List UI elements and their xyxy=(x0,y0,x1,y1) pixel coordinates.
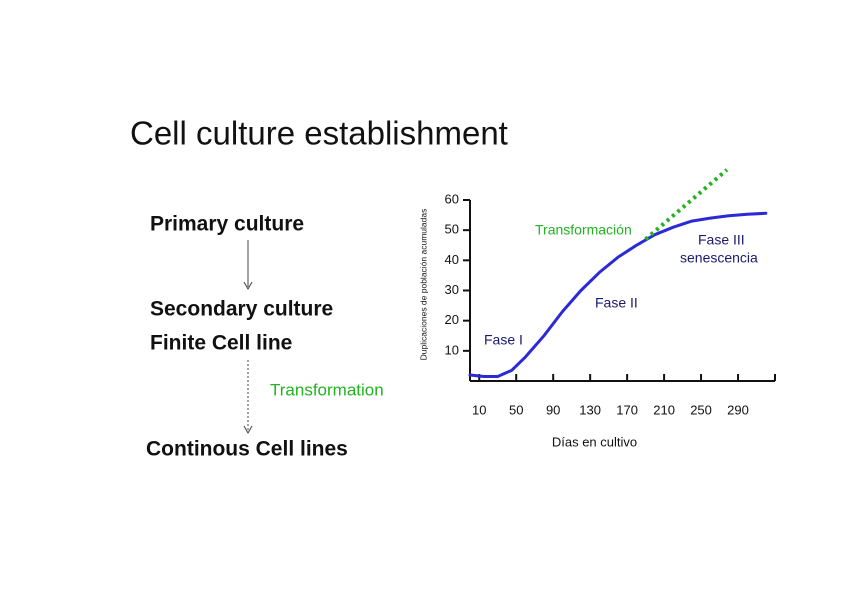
x-tick-label: 130 xyxy=(579,402,601,417)
y-tick-label: 60 xyxy=(445,191,459,206)
step: Secondary culture xyxy=(150,298,333,321)
annotation: Fase III xyxy=(698,232,745,248)
x-axis-label: Días en cultivo xyxy=(552,434,637,449)
x-tick-label: 50 xyxy=(509,402,523,417)
x-tick-label: 290 xyxy=(727,402,749,417)
arrow-head xyxy=(243,425,253,435)
x-tick-label: 210 xyxy=(653,402,675,417)
y-axis-label: Duplicaciones de población acumuladas xyxy=(418,209,428,361)
step: Primary culture xyxy=(150,213,304,236)
x-tick-label: 10 xyxy=(472,402,486,417)
transition-label: Transformation xyxy=(270,380,384,399)
annotation: Fase II xyxy=(595,295,638,311)
annotation: Fase I xyxy=(484,332,523,348)
step: Continous Cell lines xyxy=(146,438,348,461)
arrow-head xyxy=(243,281,253,291)
annotation: senescencia xyxy=(680,250,758,266)
growth-curve xyxy=(468,211,768,378)
y-tick-label: 40 xyxy=(445,252,459,267)
step: Finite Cell line xyxy=(150,332,292,355)
slide-title: Cell culture establishment xyxy=(130,115,508,152)
x-tick-label: 250 xyxy=(690,402,712,417)
y-tick-label: 30 xyxy=(445,282,459,297)
annotation: Transformación xyxy=(535,222,632,238)
x-tick-label: 90 xyxy=(546,402,560,417)
y-tick-label: 10 xyxy=(445,342,459,357)
chart: 10 20 30 40 50 60 10 50 90 130 170 210 250 290 Días en… xyxy=(418,168,776,449)
y-tick-label: 20 xyxy=(445,312,459,327)
x-tick-label: 170 xyxy=(616,402,638,417)
y-tick-label: 50 xyxy=(445,222,459,237)
